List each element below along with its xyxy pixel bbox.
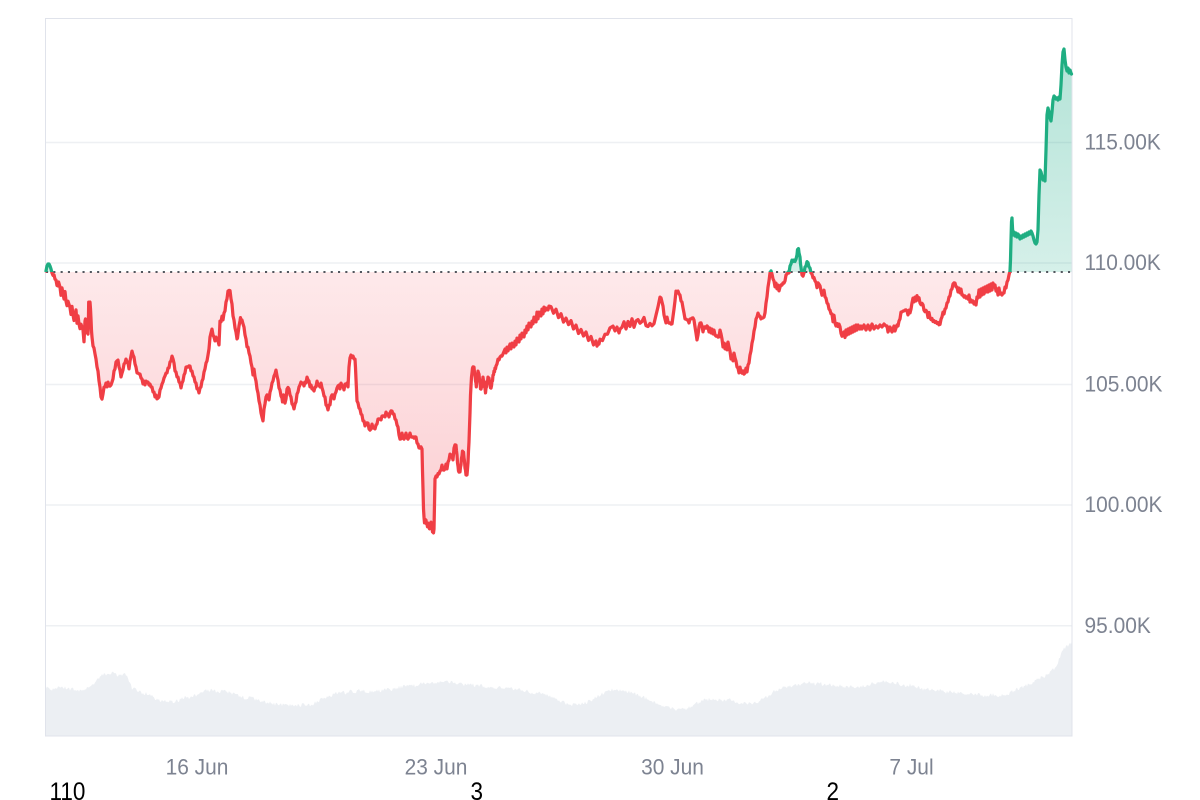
svg-text:115.00K: 115.00K <box>1085 129 1162 155</box>
svg-text:23 Jun: 23 Jun <box>405 754 468 780</box>
svg-text:30 Jun: 30 Jun <box>641 754 704 780</box>
svg-text:110.00K: 110.00K <box>1085 249 1162 275</box>
svg-text:100.00K: 100.00K <box>1085 491 1163 517</box>
svg-text:16 Jun: 16 Jun <box>166 754 229 780</box>
svg-text:3: 3 <box>471 778 484 800</box>
svg-text:2: 2 <box>827 778 840 800</box>
svg-text:95.00K: 95.00K <box>1085 612 1152 638</box>
svg-text:105.00K: 105.00K <box>1085 371 1163 397</box>
svg-text:110: 110 <box>50 778 86 800</box>
svg-text:7 Jul: 7 Jul <box>889 754 933 780</box>
